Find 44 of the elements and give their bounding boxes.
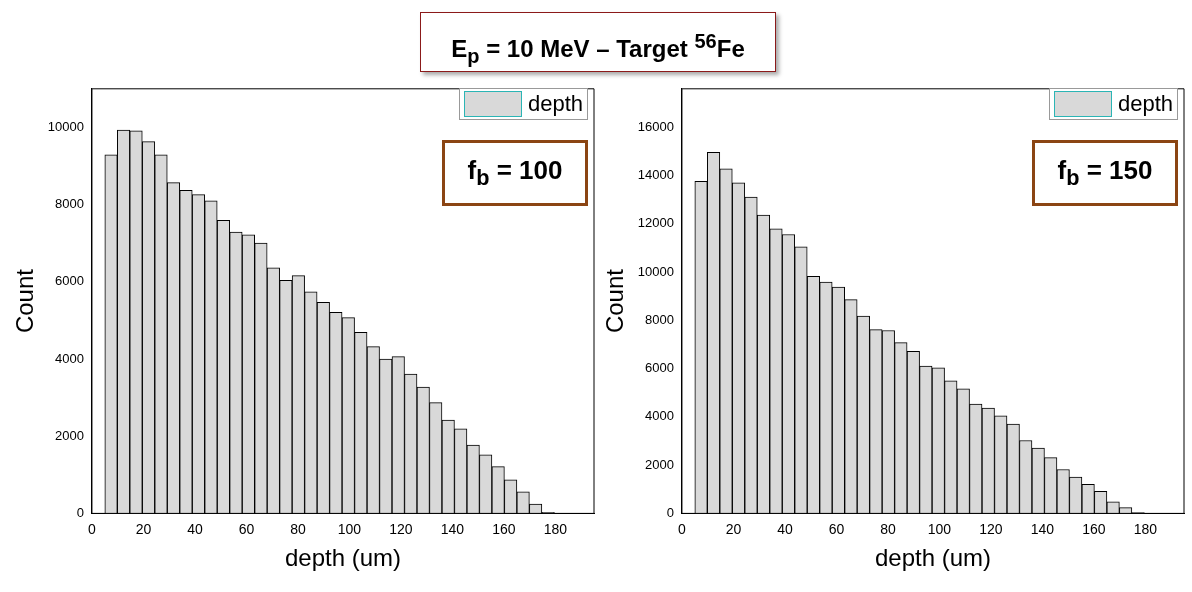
x-tick-label: 0 (88, 520, 97, 537)
x-tick-label: 160 (492, 520, 516, 537)
x-tick-label: 20 (725, 520, 742, 537)
y-axis-title: Count (601, 268, 629, 334)
annotation: f$_{b}$ = 150 (1057, 154, 1153, 192)
x-tick-label: 80 (290, 520, 306, 537)
x-tick-label: 180 (1133, 520, 1158, 537)
y-tick-label: 8000 (645, 311, 674, 327)
y-axis-title: Count (11, 268, 39, 334)
x-tick-label: 120 (979, 520, 1003, 537)
y-tick-label: 16000 (637, 118, 674, 134)
x-tick-label: 140 (1030, 520, 1055, 537)
x-tick-label: 140 (440, 520, 465, 537)
x-tick-label: 20 (135, 520, 152, 537)
y-tick-label: 6000 (645, 360, 674, 376)
y-tick-label: 4000 (55, 350, 84, 366)
x-tick-label: 80 (880, 520, 896, 537)
y-tick-label: 4000 (645, 408, 674, 424)
y-tick-label: 2000 (645, 456, 674, 472)
y-tick-label: 6000 (55, 273, 84, 289)
x-tick-label: 0 (678, 520, 687, 537)
y-tick-label: 0 (666, 504, 674, 520)
x-tick-label: 100 (927, 520, 952, 537)
x-tick-label: 120 (389, 520, 413, 537)
legend-label: depth (527, 91, 583, 117)
x-tick-label: 160 (1082, 520, 1106, 537)
x-tick-label: 60 (828, 520, 845, 537)
x-axis-title: depth (um) (284, 544, 402, 572)
x-tick-label: 100 (337, 520, 362, 537)
y-tick-label: 10000 (47, 118, 84, 134)
legend-label: depth (1117, 91, 1173, 117)
x-tick-label: 40 (777, 520, 793, 537)
y-tick-label: 0 (76, 504, 84, 520)
y-tick-label: 2000 (55, 427, 84, 443)
y-tick-label: 10000 (637, 263, 674, 279)
y-tick-label: 8000 (55, 196, 84, 212)
x-tick-label: 40 (187, 520, 203, 537)
chart-title: E$_{p}$ = 10 MeV – Target $^{56}$Fe (420, 12, 776, 72)
y-tick-label: 12000 (637, 215, 674, 231)
x-tick-label: 60 (238, 520, 255, 537)
y-tick-label: 14000 (637, 167, 674, 183)
x-tick-label: 180 (543, 520, 568, 537)
annotation: f$_{b}$ = 100 (467, 154, 563, 192)
x-axis-title: depth (um) (874, 544, 992, 572)
